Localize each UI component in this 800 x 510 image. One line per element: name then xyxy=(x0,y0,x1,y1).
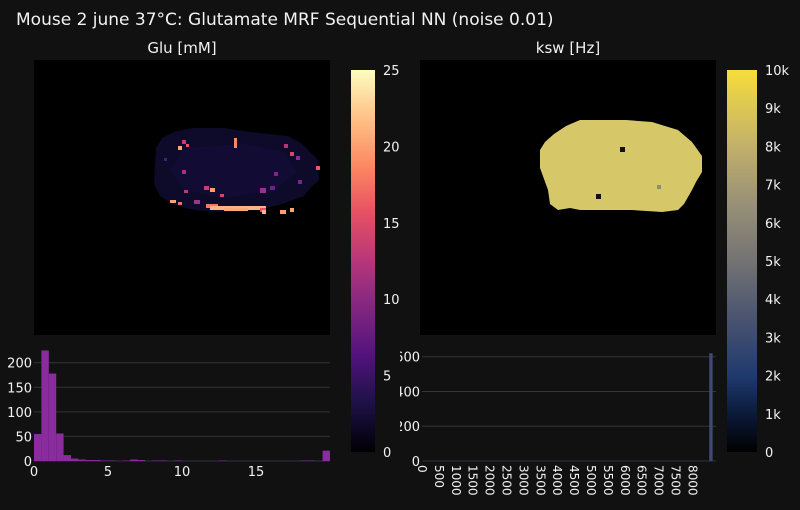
ksw-map-title: ksw [Hz] xyxy=(535,39,601,57)
figure-title: Mouse 2 june 37°C: Glutamate MRF Sequent… xyxy=(16,10,554,30)
colorbar-tick-label: 7k xyxy=(765,179,781,194)
colorbar-tick-label: 15 xyxy=(383,217,400,232)
histogram-bar xyxy=(78,459,86,461)
histogram-bar xyxy=(48,373,57,461)
histogram-bar xyxy=(137,460,145,461)
colorbar-tick-label: 3k xyxy=(765,331,781,346)
x-tick-label: 7000 xyxy=(652,465,666,496)
histogram-bar xyxy=(709,353,713,461)
y-tick-label: 200 xyxy=(400,420,420,435)
y-tick-label: 100 xyxy=(7,406,32,421)
glu-map-speckles xyxy=(164,138,320,214)
histogram-bar xyxy=(71,458,79,461)
x-tick-label: 2500 xyxy=(499,465,513,496)
histogram-bar xyxy=(130,459,138,461)
colorbar-tick-label: 20 xyxy=(383,140,400,155)
glu-map-image xyxy=(154,128,320,214)
x-tick-label: 5000 xyxy=(584,465,598,496)
x-tick-label: 0 xyxy=(415,465,429,473)
ksw-map-image xyxy=(540,120,702,212)
histogram-bar xyxy=(63,455,71,461)
colorbar-tick-label: 8k xyxy=(765,140,781,155)
colorbar-tick-label: 6k xyxy=(765,217,781,232)
colorbar-tick-label: 25 xyxy=(383,64,400,79)
x-tick-label: 3500 xyxy=(533,465,547,496)
x-tick-label: 5 xyxy=(104,465,112,480)
colorbar-tick-label: 9k xyxy=(765,102,781,117)
ksw-colorbar-gradient xyxy=(727,70,757,452)
ksw-map-panel xyxy=(420,60,716,335)
colorbar-tick-label: 5 xyxy=(383,370,391,385)
ksw-colorbar: 0 1k 2k 3k 4k 5k 6k 7k 8k 9k 10k xyxy=(727,64,790,460)
ksw-brain-region xyxy=(540,120,702,212)
glu-colorbar: 0 5 10 15 20 25 xyxy=(351,64,400,460)
colorbar-tick-label: 2k xyxy=(765,370,781,385)
x-tick-label: 2000 xyxy=(483,465,497,496)
histogram-bar xyxy=(34,433,42,461)
histogram-bar xyxy=(93,460,101,461)
x-tick-label: 15 xyxy=(248,465,265,480)
y-tick-label: 150 xyxy=(7,381,32,396)
y-tick-label: 0 xyxy=(412,455,420,470)
x-tick-label: 6500 xyxy=(635,465,649,496)
y-tick-label: 400 xyxy=(400,385,420,400)
glu-map-title: Glu [mM] xyxy=(147,39,217,57)
x-tick-label: 10 xyxy=(174,465,191,480)
colorbar-tick-label: 5k xyxy=(765,255,781,270)
x-tick-label: 4000 xyxy=(550,465,564,496)
colorbar-tick-label: 10 xyxy=(383,293,400,308)
glu-histogram: 0 50 100 150 200 0 5 10 15 xyxy=(7,350,330,480)
colorbar-tick-label: 0 xyxy=(383,446,391,460)
colorbar-tick-label: 4k xyxy=(765,293,781,308)
glu-map-panel xyxy=(34,60,330,335)
x-tick-label: 4500 xyxy=(567,465,581,496)
histogram-bar xyxy=(56,433,64,461)
colorbar-tick-label: 10k xyxy=(765,64,790,79)
x-tick-label: 500 xyxy=(432,465,446,488)
y-tick-label: 600 xyxy=(400,351,420,366)
x-tick-label: 3000 xyxy=(516,465,530,496)
x-tick-label: 1500 xyxy=(466,465,480,496)
histogram-bar xyxy=(85,460,94,461)
y-tick-label: 200 xyxy=(7,357,32,372)
colorbar-tick-label: 0 xyxy=(765,446,773,460)
x-tick-label: 5500 xyxy=(601,465,615,496)
x-tick-label: 8000 xyxy=(685,465,699,496)
x-tick-label: 7500 xyxy=(668,465,682,496)
colorbar-tick-label: 1k xyxy=(765,408,781,423)
x-tick-label: 6000 xyxy=(618,465,632,496)
x-tick-label: 0 xyxy=(30,465,38,480)
glu-colorbar-gradient xyxy=(351,70,375,452)
x-tick-label: 1000 xyxy=(449,465,463,496)
y-tick-label: 50 xyxy=(15,430,32,445)
histogram-bar xyxy=(41,350,49,461)
y-tick-label: 0 xyxy=(24,455,32,470)
ksw-histogram: 0200400600 05001000150020002500300035004… xyxy=(400,351,716,496)
histogram-bar xyxy=(322,450,330,461)
